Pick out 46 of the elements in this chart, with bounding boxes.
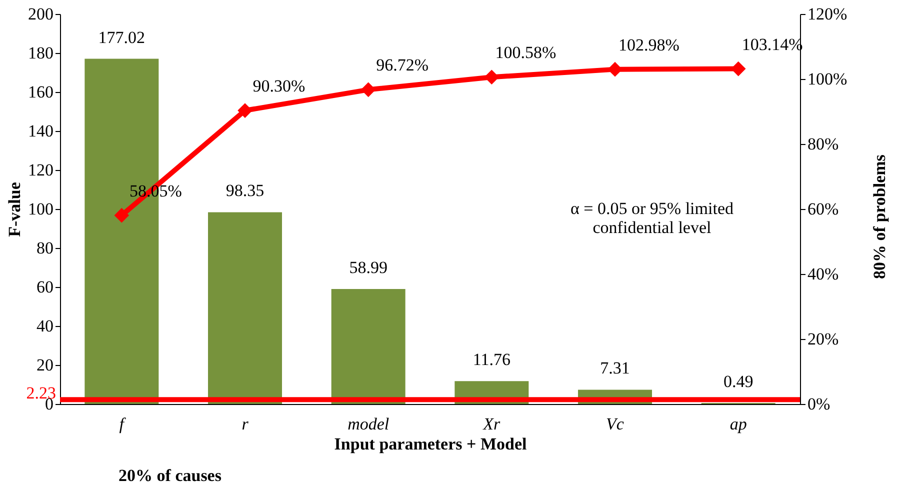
- point: [484, 70, 500, 85]
- text: 20% of causes: [118, 466, 222, 485]
- data-label: 96.72%: [376, 56, 429, 75]
- y-tick-label: 40: [36, 316, 54, 336]
- text: 80% of problems: [870, 154, 889, 279]
- y-tick-label: 140: [28, 122, 54, 140]
- data-label: 58.99: [349, 258, 388, 277]
- point: [608, 62, 622, 77]
- point: [114, 208, 130, 223]
- y-tick-label: 200: [28, 4, 54, 24]
- annotation: α = 0.05 or 95% limited confidential level: [570, 199, 734, 237]
- y2-tick-label: 20%: [808, 330, 839, 348]
- y2-tick-label: 60%: [808, 200, 839, 218]
- point: [360, 82, 376, 98]
- data-label: 100.58%: [495, 43, 556, 62]
- x-tick-label: Xr: [482, 414, 501, 434]
- data-label: 0.49: [723, 372, 754, 392]
- y-tick-label: 160: [28, 82, 54, 102]
- y2-tick-label: 0%: [808, 394, 830, 414]
- data-label: 7.31: [600, 358, 630, 378]
- y2-tick-label: 100%: [808, 70, 848, 88]
- point: [238, 103, 252, 118]
- x-tick-label: Vc: [606, 414, 624, 434]
- y-tick-label: 80: [36, 238, 54, 258]
- data-label: 102.98%: [618, 35, 680, 54]
- data-label: 90.30%: [252, 76, 306, 96]
- data-label: 11.76: [472, 350, 510, 370]
- y2-tick-label: 80%: [808, 134, 839, 154]
- data-label: 58.05%: [129, 181, 182, 200]
- bar: [331, 288, 406, 404]
- x-tick-label: f: [119, 414, 126, 434]
- x-tick-label: r: [242, 414, 249, 434]
- y-tick-label: 180: [28, 44, 54, 62]
- y-axis-title: F-value: [5, 182, 24, 237]
- bar: [208, 212, 282, 404]
- y-tick-label: 120: [28, 160, 54, 180]
- y-tick-label: 20: [36, 356, 54, 374]
- data-label: 177.02: [98, 28, 146, 47]
- x-axis-title: Input parameters + Model: [334, 434, 527, 454]
- y-tick-label: 100: [28, 200, 54, 218]
- y-tick-label: 60: [36, 278, 54, 296]
- data-label: 98.35: [226, 181, 264, 200]
- y2-tick-label: 120%: [808, 4, 848, 24]
- x-tick-label: ap: [730, 414, 747, 434]
- x-tick-label: model: [348, 414, 390, 434]
- y2-tick-label: 40%: [808, 264, 839, 284]
